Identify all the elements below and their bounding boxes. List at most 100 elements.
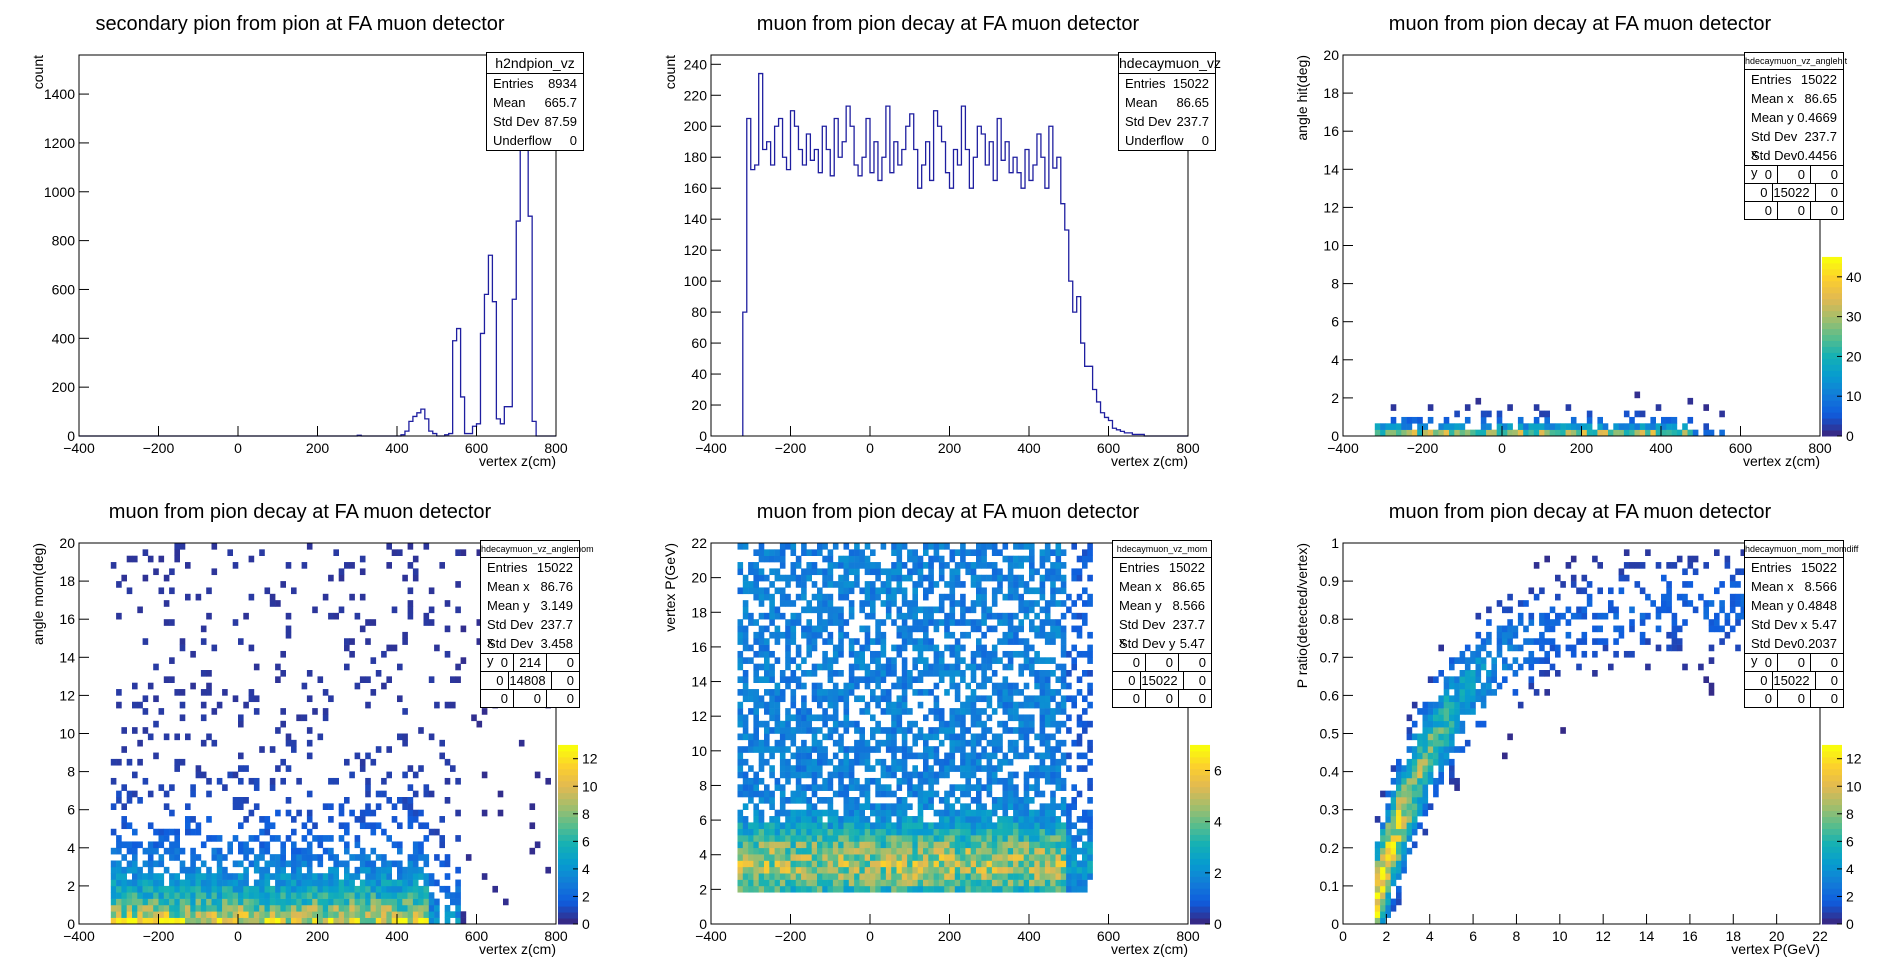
heatmap-bin [806,752,812,760]
histogram-line [742,72,1188,437]
heatmap-bin [1044,854,1051,861]
heatmap-bin [960,809,966,817]
heatmap-bin [938,828,945,836]
heatmap-bin [354,885,361,893]
heatmap-bin [1401,822,1407,830]
heatmap-bin [790,714,797,722]
heatmap-bin [917,562,924,569]
heatmap-bin [1570,429,1577,437]
heatmap-bin [1055,689,1062,696]
heatmap-bin [153,752,159,760]
heatmap-bin [769,714,775,722]
heatmap-bin [944,803,950,810]
heatmap-bin [801,739,807,747]
heatmap-bin [354,911,361,918]
heatmap-bin [795,835,802,842]
heatmap-bin [742,854,749,861]
heatmap-bin [1023,695,1030,703]
heatmap-bin [1023,790,1030,798]
heatmap-bin [137,797,143,804]
heatmap-bin [976,695,982,703]
heatmap-bin [758,790,765,798]
heatmap-bin [428,911,435,918]
heatmap-bin [976,758,982,766]
heatmap-bin [832,619,839,626]
heatmap-bin [1645,663,1651,671]
heatmap-bin [806,549,812,556]
heatmap-bin [1007,739,1014,747]
heatmap-bin [1082,828,1088,836]
heatmap-bin [960,708,966,715]
heatmap-bin [832,752,839,760]
heatmap-bin [1013,625,1019,633]
heatmap-bin [195,873,202,880]
colorbar-segment [1190,888,1210,895]
heatmap-bin [269,860,276,868]
heatmap-bin [397,663,403,671]
heatmap-bin [1055,574,1062,582]
heatmap-bin [965,758,971,766]
heatmap-bin [880,727,887,734]
y-axis-label: angle hit(deg) [1294,55,1310,141]
heatmap-bin [758,758,765,766]
heatmap-bin [137,911,143,918]
heatmap-bin [790,670,797,677]
heatmap-bin [306,739,313,747]
heatmap-bin [1029,562,1035,569]
heatmap-bin [907,555,913,563]
heatmap-bin [1082,650,1088,658]
heatmap-bin [397,822,403,830]
heatmap-bin [1007,689,1014,696]
heatmap-bin [1023,600,1030,607]
heatmap-bin [216,835,223,842]
heatmap-bin [1039,606,1046,614]
heatmap-bin [338,822,345,830]
chart-panel-p6: muon from pion decay at FA muon detector… [1264,488,1896,976]
heatmap-bin [790,638,797,645]
heatmap-bin [764,720,770,728]
heatmap-bin [365,892,371,899]
heatmap-bin [928,568,934,576]
heatmap-bin [880,581,887,588]
heatmap-bin [1486,631,1492,639]
heatmap-bin [147,879,154,887]
heatmap-bin [1411,416,1418,424]
heatmap-bin [1480,695,1487,703]
heatmap-bin [965,841,971,849]
heatmap-bin [1427,676,1434,683]
heatmap-bin [227,771,233,779]
heatmap-bin [960,841,966,849]
heatmap-bin [912,816,918,823]
heatmap-bin [981,657,987,664]
heatmap-bin [1082,727,1088,734]
heatmap-bin [748,581,754,588]
heatmap-bin [891,822,897,830]
heatmap-bin [912,841,918,849]
heatmap-bin [163,790,170,798]
heatmap-bin [1655,562,1662,569]
heatmap-bin [875,562,881,569]
heatmap-bin [1602,423,1609,430]
heatmap-bin [200,625,207,633]
heatmap-bin [1703,600,1709,607]
heatmap-bin [1464,657,1471,664]
heatmap-bin [769,841,775,849]
heatmap-bin [801,708,807,715]
heatmap-bin [933,670,940,677]
heatmap-bin [200,701,207,709]
heatmap-bin [854,638,860,645]
heatmap-bin [938,822,945,830]
heatmap-bin [811,568,818,576]
heatmap-bin [1411,777,1418,785]
heatmap-bin [227,885,233,893]
heatmap-bin [243,854,249,861]
heatmap-bin [742,670,749,677]
heatmap-bin [875,650,881,658]
heatmap-bin [312,885,318,893]
heatmap-bin [1671,625,1678,633]
heatmap-bin [1039,847,1046,855]
heatmap-bin [1029,568,1035,576]
heatmap-bin [1060,612,1067,620]
heatmap-bin [1374,854,1381,861]
